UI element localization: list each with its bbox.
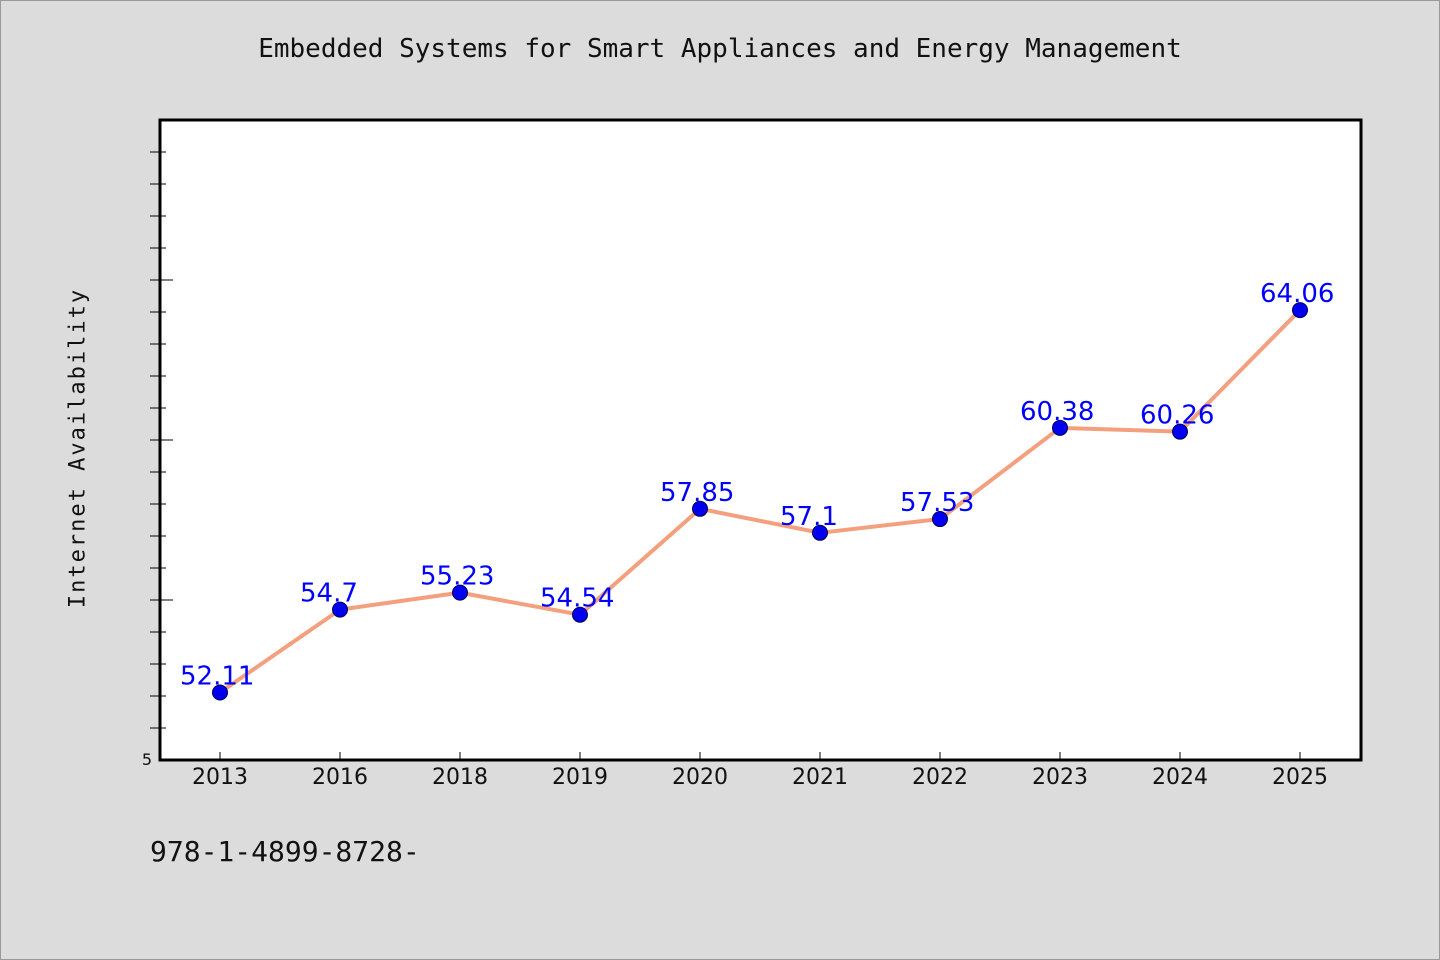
data-point — [1052, 419, 1068, 436]
x-tick-label: 2023 — [1032, 765, 1088, 790]
x-tick-label: 2021 — [792, 765, 848, 790]
x-tick-label: 2022 — [912, 765, 968, 790]
x-tick-label: 2025 — [1272, 765, 1328, 790]
y-axis-ticks: 5 — [142, 151, 173, 769]
footer-code: 978-1-4899-8728- — [150, 835, 420, 868]
data-label: 57.53 — [900, 488, 974, 518]
data-point — [932, 511, 948, 528]
data-label: 55.23 — [420, 562, 494, 592]
data-point — [332, 601, 348, 618]
data-label: 57.85 — [660, 478, 734, 508]
x-tick-label: 2016 — [312, 765, 368, 790]
x-axis-ticks: 2013 2016 2018 2019 2020 2021 2022 2023 2024 2025 — [192, 752, 1328, 790]
series-line — [218, 308, 1302, 695]
plot-area — [158, 118, 1363, 762]
chart-title: Embedded Systems for Smart Appliances an… — [258, 34, 1182, 64]
data-point — [452, 584, 468, 601]
data-point — [812, 524, 828, 541]
x-tick-label: 2024 — [1152, 765, 1208, 790]
data-label: 52.11 — [180, 661, 254, 691]
series-layer: 52.11 54.7 55.23 54.54 57.85 57.1 57.53 60.38 60… — [180, 279, 1334, 701]
data-point — [572, 606, 588, 623]
x-tick-label: 2013 — [192, 765, 248, 790]
x-tick-label: 2019 — [552, 765, 608, 790]
data-label: 54.7 — [300, 579, 358, 609]
data-label: 64.06 — [1260, 279, 1334, 309]
data-point — [692, 500, 708, 517]
y-tick-label: 5 — [142, 750, 152, 769]
data-point — [1292, 302, 1308, 319]
data-label: 60.26 — [1140, 401, 1214, 431]
x-tick-label: 2018 — [432, 765, 488, 790]
x-tick-label: 2020 — [672, 765, 728, 790]
data-label: 57.1 — [780, 502, 838, 532]
data-point — [1172, 423, 1188, 440]
data-point — [212, 684, 228, 701]
data-label: 54.54 — [540, 584, 614, 614]
data-label: 60.38 — [1020, 397, 1094, 427]
